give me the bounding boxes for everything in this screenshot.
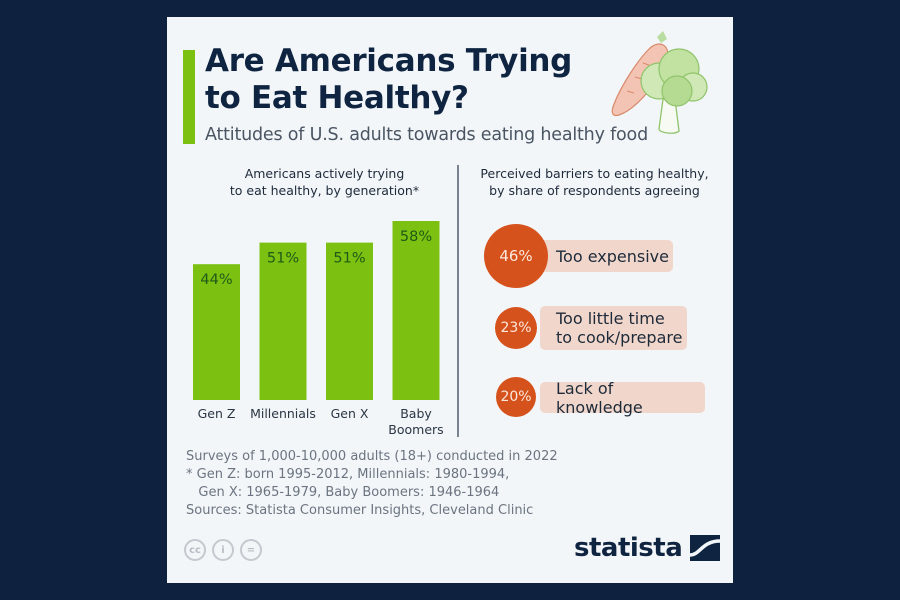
statista-logo-icon [690,535,721,561]
barrier-value-circle: 23% [495,307,537,349]
barriers-title-line-1: Perceived barriers to eating healthy, [480,166,709,181]
category-tick-label: Gen Z [198,406,236,421]
bar-data-label: 44% [200,272,232,288]
category-tick-label: Baby [400,406,432,421]
title-accent-bar [183,50,195,144]
page-title: Are Americans Trying to Eat Healthy? [205,43,572,117]
bar-data-label: 51% [333,251,365,267]
barrier-value-circle: 46% [484,224,548,288]
barrier-value-circle: 20% [496,377,536,417]
generation-note-line-2: Gen X: 1965-1979, Baby Boomers: 1946-196… [186,485,500,500]
generation-chart-title-line-2: to eat healthy, by generation* [229,183,420,198]
bar-gen-z [193,264,240,400]
barriers-title-line-2: by share of respondents agreeing [489,183,700,198]
vegetables-illustration-icon [611,31,708,134]
panel-divider [457,165,459,437]
title-line-1: Are Americans Trying [205,43,573,79]
barrier-label-text: Too little time to cook/prepare [556,309,683,347]
attribution-icon[interactable]: i [212,539,234,561]
barrier-label: Too little time to cook/prepare [540,306,687,350]
generation-chart-title-line-1: Americans actively trying [244,166,405,181]
statista-wordmark: statista [574,533,683,563]
category-tick-label: Millennials [250,406,316,421]
license-icons[interactable]: cc i = [184,539,262,561]
broccoli-icon [640,48,708,134]
bar-millennials [259,242,307,400]
generation-chart-title: Americans actively trying to eat healthy… [187,165,462,199]
barrier-label: Too expensive [540,240,673,272]
barrier-label-text: Lack of knowledge [556,378,643,417]
sources-note: Sources: Statista Consumer Insights, Cle… [186,503,534,518]
subtitle: Attitudes of U.S. adults towards eating … [205,125,648,145]
category-tick-label: Gen X [331,406,369,421]
no-derivatives-icon[interactable]: = [240,539,262,561]
generation-bar-chart: 44% Gen Z 51% Millennials 51% Gen X 58% BabyBoo… [193,221,444,437]
bar-data-label: 58% [400,229,432,245]
carrot-icon [611,31,669,117]
category-tick-label: Boomers [388,422,443,437]
generation-note-line-1: * Gen Z: born 1995-2012, Millennials: 19… [186,467,510,482]
survey-note: Surveys of 1,000-10,000 adults (18+) con… [186,449,558,464]
footnotes: Surveys of 1,000-10,000 adults (18+) con… [186,448,558,520]
statista-logo[interactable]: statista [574,533,721,563]
barriers-title: Perceived barriers to eating healthy, by… [462,165,727,199]
bar-baby-boomers [392,221,440,400]
infographic-card: Are Americans Trying to Eat Healthy? Att… [167,17,733,583]
title-line-2: to Eat Healthy? [205,80,469,116]
bar-gen-x [326,242,373,400]
bar-data-label: 51% [267,251,299,267]
barrier-label-text: Too expensive [556,246,669,266]
cc-icon[interactable]: cc [184,539,206,561]
barrier-label: Lack of knowledge [540,379,705,417]
